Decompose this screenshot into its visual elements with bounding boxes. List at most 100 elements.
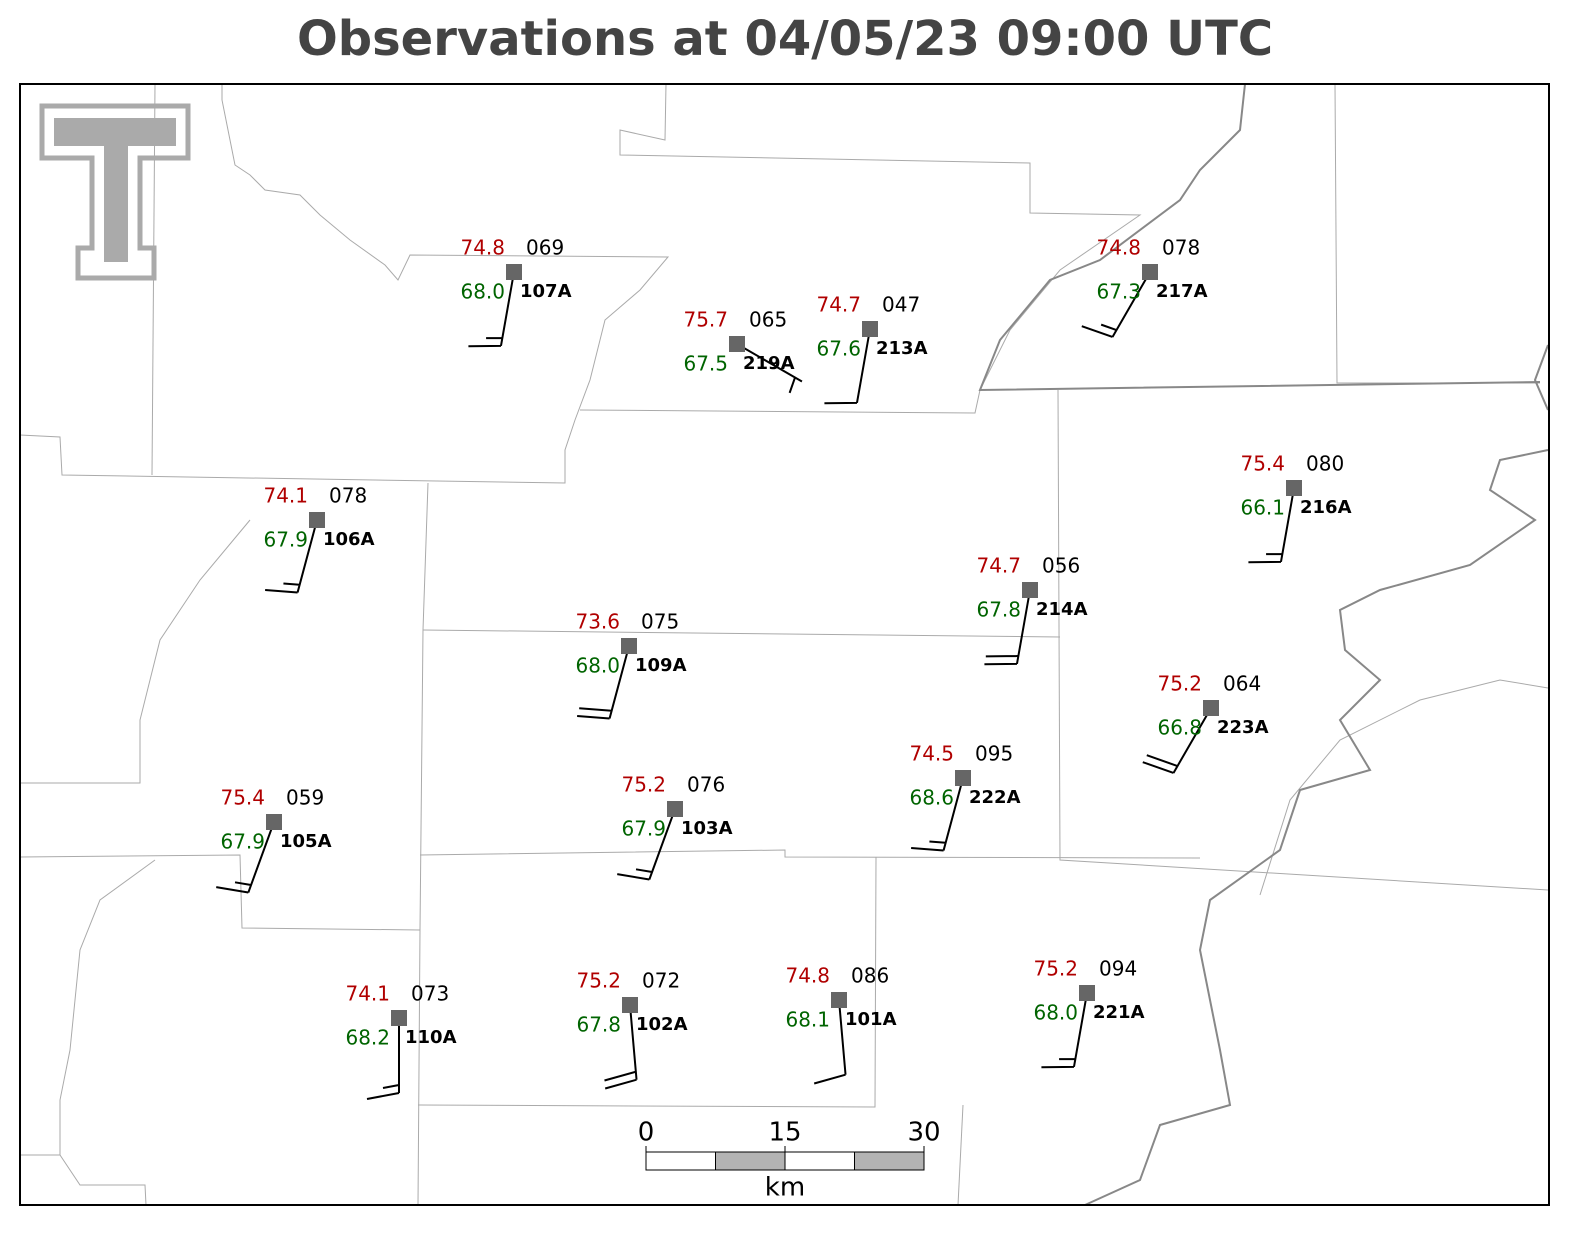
temperature: 75.4 — [220, 786, 265, 810]
station-marker — [1286, 480, 1302, 496]
scale-segment — [784, 1151, 855, 1171]
station-id: 107A — [520, 281, 572, 302]
pressure: 047 — [882, 293, 920, 317]
wind-barb — [824, 328, 871, 405]
station-marker — [1203, 700, 1219, 716]
pressure: 075 — [641, 610, 679, 634]
station-id: 217A — [1156, 281, 1208, 302]
station-id: 106A — [323, 529, 375, 550]
dewpoint: 68.0 — [575, 654, 620, 678]
scale-segment — [854, 1151, 925, 1171]
station-marker — [309, 512, 325, 528]
wind-barb — [1248, 487, 1295, 564]
wind-barb — [813, 999, 847, 1085]
temperature: 74.7 — [816, 293, 861, 317]
rivers — [978, 83, 1549, 1206]
station-marker — [622, 997, 638, 1013]
station-id: 214A — [1036, 599, 1088, 620]
dewpoint: 67.8 — [976, 598, 1021, 622]
scale-segment — [715, 1151, 786, 1171]
station-id: 110A — [405, 1027, 457, 1048]
pressure: 064 — [1223, 672, 1261, 696]
wind-barb — [577, 645, 630, 720]
dewpoint: 68.0 — [1033, 1001, 1078, 1025]
station-id: 223A — [1217, 717, 1269, 738]
station-marker — [729, 336, 745, 352]
station-id: 105A — [280, 831, 332, 852]
dewpoint: 68.6 — [909, 786, 954, 810]
pressure: 059 — [286, 786, 324, 810]
station-marker — [621, 638, 637, 654]
pressure: 078 — [1162, 236, 1200, 260]
scale-label: 30 — [907, 1118, 940, 1148]
station-marker — [1022, 582, 1038, 598]
temperature: 74.1 — [263, 484, 308, 508]
station-id: 102A — [636, 1014, 688, 1035]
wind-barb — [604, 1004, 638, 1090]
station-id: 222A — [969, 787, 1021, 808]
station-marker — [266, 814, 282, 830]
scale-label: 15 — [768, 1118, 801, 1148]
station-marker — [391, 1010, 407, 1026]
station-id: 213A — [876, 338, 928, 359]
dewpoint: 66.1 — [1240, 496, 1285, 520]
pressure: 073 — [411, 982, 449, 1006]
temperature: 75.2 — [1157, 672, 1202, 696]
station-id: 109A — [635, 655, 687, 676]
pressure: 065 — [749, 308, 787, 332]
frame — [19, 83, 1550, 1206]
dewpoint: 67.9 — [263, 528, 308, 552]
station-marker — [506, 264, 522, 280]
temperature: 75.2 — [576, 969, 621, 993]
temperature: 75.7 — [683, 308, 728, 332]
pressure: 078 — [329, 484, 367, 508]
dewpoint: 68.1 — [785, 1008, 830, 1032]
station-id: 219A — [743, 353, 795, 374]
dewpoint: 67.9 — [220, 830, 265, 854]
dewpoint: 67.5 — [683, 352, 728, 376]
temperature: 74.5 — [909, 742, 954, 766]
pressure: 076 — [687, 773, 725, 797]
station-marker — [1079, 985, 1095, 1001]
borders — [19, 83, 1549, 1206]
wind-barb — [1041, 992, 1088, 1069]
wind-barb — [911, 777, 964, 852]
temperature: 75.2 — [621, 773, 666, 797]
dewpoint: 68.2 — [345, 1026, 390, 1050]
station-marker — [955, 770, 971, 786]
temperature: 74.8 — [460, 236, 505, 260]
station-marker — [862, 321, 878, 337]
station-marker — [667, 801, 683, 817]
scale-unit: km — [765, 1173, 805, 1203]
temperature: 74.1 — [345, 982, 390, 1006]
dewpoint: 68.0 — [460, 280, 505, 304]
dewpoint: 67.3 — [1096, 280, 1141, 304]
temperature: 74.8 — [1096, 236, 1141, 260]
wind-barb — [265, 519, 318, 594]
logo — [39, 103, 191, 281]
temperature: 74.7 — [976, 554, 1021, 578]
dewpoint: 67.6 — [816, 337, 861, 361]
pressure: 069 — [526, 236, 564, 260]
station-id: 101A — [845, 1009, 897, 1030]
station-marker — [831, 992, 847, 1008]
dewpoint: 67.9 — [621, 817, 666, 841]
scale-label: 0 — [638, 1118, 655, 1148]
dewpoint: 67.8 — [576, 1013, 621, 1037]
pressure: 072 — [642, 969, 680, 993]
station-marker — [1142, 264, 1158, 280]
wind-barb — [617, 808, 676, 881]
wind-barb — [984, 589, 1031, 666]
station-id: 216A — [1300, 497, 1352, 518]
temperature: 74.8 — [785, 964, 830, 988]
wind-barb — [736, 343, 803, 394]
pressure: 056 — [1042, 554, 1080, 578]
scale-segment — [645, 1151, 716, 1171]
pressure: 080 — [1306, 452, 1344, 476]
wind-barb — [468, 271, 515, 348]
temperature: 73.6 — [575, 610, 620, 634]
title: Observations at 04/05/23 09:00 UTC — [297, 11, 1273, 67]
pressure: 086 — [851, 964, 889, 988]
